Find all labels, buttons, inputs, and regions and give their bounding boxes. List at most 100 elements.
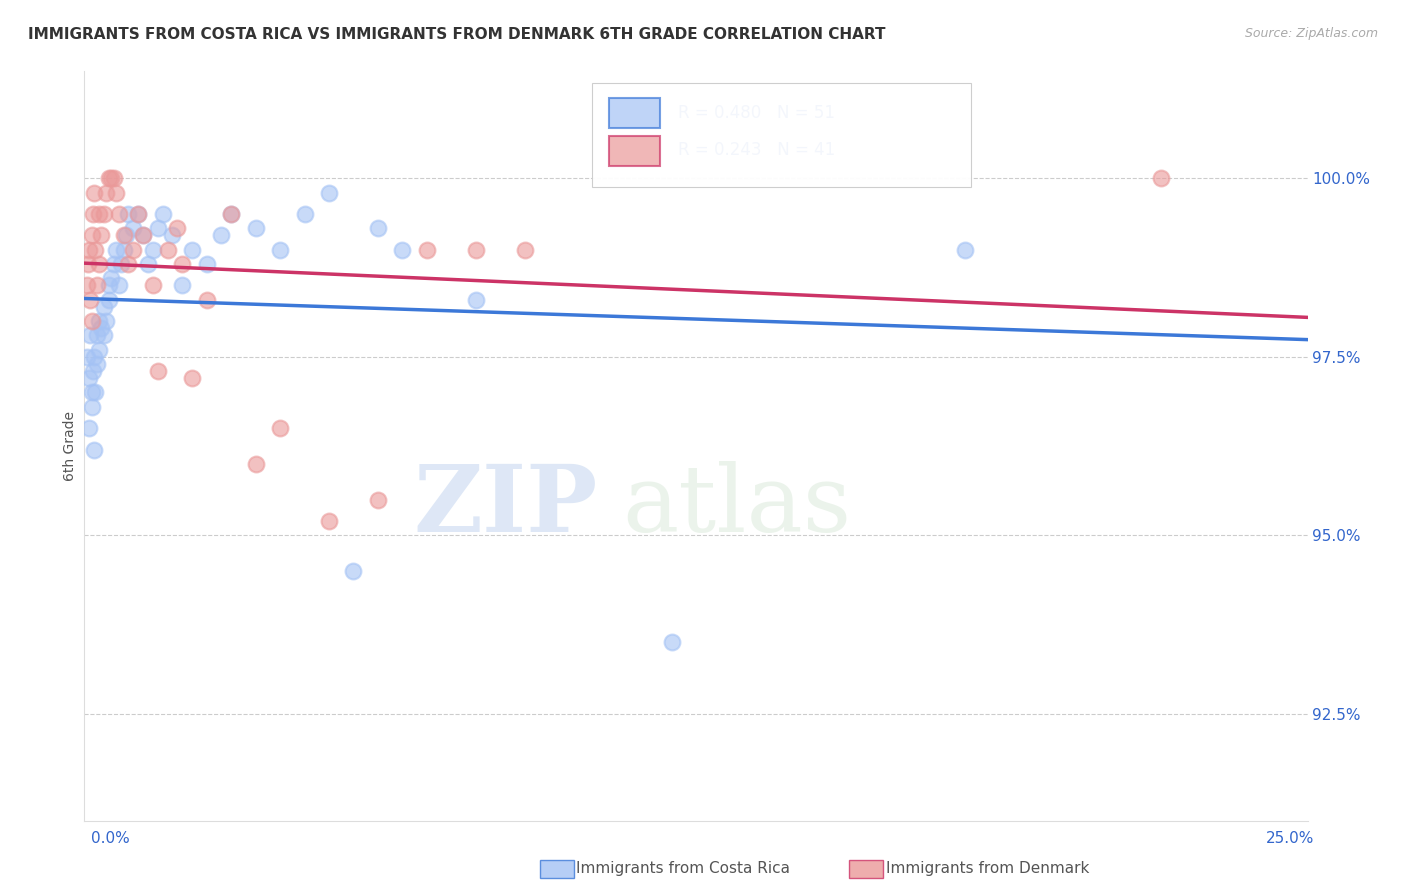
Point xyxy=(79,328,101,343)
Point xyxy=(86,278,108,293)
Point xyxy=(136,257,159,271)
Point xyxy=(76,350,98,364)
Point xyxy=(103,257,125,271)
Point xyxy=(367,221,389,235)
Point xyxy=(464,243,486,257)
Point xyxy=(76,278,98,293)
Point xyxy=(97,171,120,186)
Point xyxy=(142,278,165,293)
Point xyxy=(97,293,120,307)
Point xyxy=(318,186,340,200)
Point xyxy=(77,243,100,257)
Point xyxy=(166,221,188,235)
Point xyxy=(146,364,169,378)
Point xyxy=(105,243,128,257)
Point xyxy=(513,243,536,257)
Point xyxy=(219,207,242,221)
Point xyxy=(245,221,267,235)
Point xyxy=(117,257,139,271)
Point xyxy=(82,207,104,221)
Point xyxy=(209,228,232,243)
Point xyxy=(83,442,105,457)
Point xyxy=(1150,171,1173,186)
Point xyxy=(77,371,100,385)
Point xyxy=(84,243,107,257)
Point xyxy=(464,293,486,307)
Point xyxy=(318,514,340,528)
Point xyxy=(83,350,105,364)
Point xyxy=(342,564,364,578)
Point xyxy=(80,228,103,243)
Text: Immigrants from Denmark: Immigrants from Denmark xyxy=(886,862,1090,876)
Point xyxy=(117,207,139,221)
Point xyxy=(122,243,145,257)
FancyBboxPatch shape xyxy=(609,136,661,166)
Point xyxy=(195,257,218,271)
Point xyxy=(181,371,204,385)
Point xyxy=(219,207,242,221)
Point xyxy=(112,228,135,243)
Point xyxy=(86,328,108,343)
Point xyxy=(93,207,115,221)
Text: ZIP: ZIP xyxy=(413,461,598,551)
Point xyxy=(661,635,683,649)
Point xyxy=(103,171,125,186)
Point xyxy=(367,492,389,507)
Text: IMMIGRANTS FROM COSTA RICA VS IMMIGRANTS FROM DENMARK 6TH GRADE CORRELATION CHAR: IMMIGRANTS FROM COSTA RICA VS IMMIGRANTS… xyxy=(28,27,886,42)
Point xyxy=(77,421,100,435)
Point xyxy=(127,207,149,221)
Point xyxy=(97,278,120,293)
Point xyxy=(172,278,194,293)
Point xyxy=(112,243,135,257)
Point xyxy=(110,257,132,271)
Point xyxy=(77,257,100,271)
Point xyxy=(245,457,267,471)
Point xyxy=(84,385,107,400)
Point xyxy=(269,421,291,435)
Point xyxy=(132,228,155,243)
Point xyxy=(100,171,122,186)
Point xyxy=(107,278,129,293)
Point xyxy=(146,221,169,235)
Text: Source: ZipAtlas.com: Source: ZipAtlas.com xyxy=(1244,27,1378,40)
Point xyxy=(80,400,103,414)
Y-axis label: 6th Grade: 6th Grade xyxy=(63,411,77,481)
Point xyxy=(79,293,101,307)
Point xyxy=(391,243,413,257)
Point xyxy=(87,343,110,357)
Point xyxy=(86,357,108,371)
Point xyxy=(93,300,115,314)
Point xyxy=(87,314,110,328)
Point xyxy=(90,228,112,243)
Point xyxy=(87,257,110,271)
Point xyxy=(156,243,179,257)
FancyBboxPatch shape xyxy=(609,98,661,128)
Point xyxy=(269,243,291,257)
Point xyxy=(96,314,118,328)
Point xyxy=(87,207,110,221)
Text: 25.0%: 25.0% xyxy=(1267,831,1315,846)
Point xyxy=(127,207,149,221)
Point xyxy=(142,243,165,257)
Text: R = 0.243   N = 41: R = 0.243 N = 41 xyxy=(678,141,835,159)
Point xyxy=(953,243,976,257)
Point xyxy=(82,364,104,378)
Text: Immigrants from Costa Rica: Immigrants from Costa Rica xyxy=(576,862,790,876)
Point xyxy=(96,186,118,200)
Point xyxy=(100,271,122,285)
Point xyxy=(416,243,439,257)
Point xyxy=(132,228,155,243)
Point xyxy=(181,243,204,257)
Point xyxy=(195,293,218,307)
Point xyxy=(80,314,103,328)
Text: atlas: atlas xyxy=(623,461,852,551)
Text: 0.0%: 0.0% xyxy=(91,831,131,846)
Point xyxy=(122,221,145,235)
Text: R = 0.480   N = 51: R = 0.480 N = 51 xyxy=(678,103,835,121)
Point xyxy=(152,207,174,221)
Point xyxy=(162,228,184,243)
FancyBboxPatch shape xyxy=(592,83,972,187)
Point xyxy=(90,321,112,335)
Point xyxy=(93,328,115,343)
Point xyxy=(107,207,129,221)
